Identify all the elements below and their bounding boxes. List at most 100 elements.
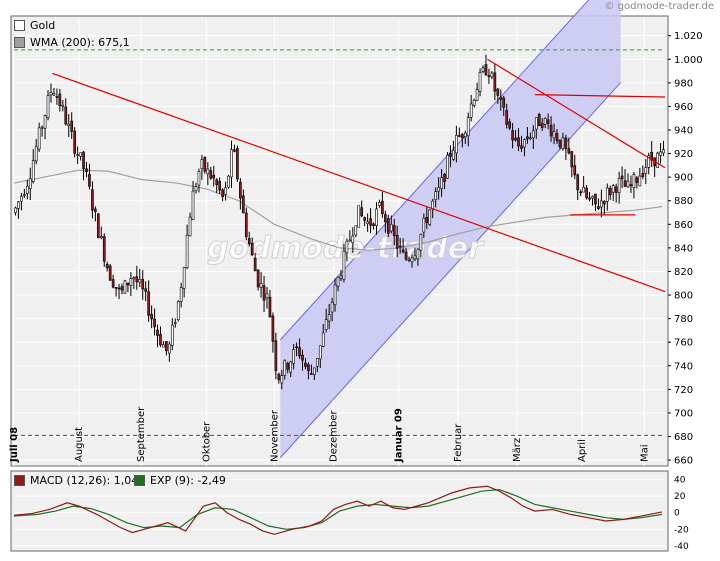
candle-body (239, 181, 242, 199)
candle-body (58, 93, 62, 107)
macd-tick-label: -20 (674, 525, 689, 535)
candle-body (191, 190, 195, 221)
candle-body (221, 189, 224, 197)
candle-body (43, 115, 47, 129)
candle-body (40, 126, 44, 129)
candle-body (176, 300, 180, 320)
month-label: Oktober (201, 421, 212, 462)
candle-body (552, 131, 556, 139)
candle-body (603, 201, 606, 205)
month-label: September (136, 406, 147, 462)
candle-body (363, 217, 366, 221)
candle-body (647, 155, 651, 168)
candle-body (55, 96, 59, 98)
month-label: November (269, 409, 280, 462)
candle-body (194, 186, 198, 192)
candle-body (404, 251, 408, 260)
candle-body (289, 361, 293, 373)
candle-body (17, 201, 20, 209)
candle-body (256, 269, 260, 288)
candle-body (14, 207, 17, 213)
candle-body (570, 151, 574, 168)
candle-body (605, 187, 609, 202)
candle-body (67, 123, 71, 126)
legend-exp: EXP (9): -2,49 (134, 474, 226, 487)
candle-body (493, 72, 497, 92)
candle-body (215, 179, 219, 185)
candle-body (28, 178, 32, 189)
candle-body (463, 132, 467, 137)
candle-body (96, 213, 100, 239)
trend-lines (14, 49, 666, 436)
candle-body (244, 212, 248, 237)
candle-body (85, 168, 88, 173)
candle-body (247, 238, 251, 245)
candle-body (384, 214, 387, 223)
candle-body (381, 200, 384, 214)
candle-body (173, 322, 177, 324)
candle-body (626, 180, 630, 188)
candle-body (156, 329, 159, 336)
candle-body (496, 88, 500, 96)
month-label: August (74, 427, 85, 462)
candle-body (117, 287, 121, 290)
month-label: Mai (639, 444, 650, 462)
candle-body (99, 236, 103, 238)
macd-tick-label: 0 (674, 509, 680, 519)
y-tick-label: 920 (674, 149, 693, 160)
candle-body (333, 284, 337, 305)
price-axis: 660 680 700 720 740 760 780 800 820 840 860 880 900 9… (668, 31, 703, 467)
candle-body (315, 358, 319, 367)
candle-body (531, 130, 535, 139)
candle-body (632, 174, 636, 188)
candle-body (354, 225, 358, 236)
downtrend-line (52, 72, 666, 293)
candle-body (262, 285, 266, 301)
candle-body (188, 216, 192, 237)
candle-body (259, 283, 263, 288)
y-tick-label: 1.000 (674, 55, 703, 66)
resistance-line (534, 94, 666, 98)
candle-body (313, 367, 316, 375)
candle-body (600, 200, 603, 208)
candle-body (573, 165, 577, 176)
candle-body (549, 124, 553, 137)
candle-body (529, 137, 532, 140)
candle-body (502, 97, 506, 108)
candle-body (64, 106, 68, 125)
candle-body (250, 242, 254, 256)
candle-body (591, 196, 594, 199)
y-tick-label: 720 (674, 385, 693, 396)
candle-body (20, 196, 23, 202)
candle-body (638, 175, 642, 187)
candle-body (153, 318, 156, 328)
candle-body (129, 278, 133, 286)
legend-gold: Gold (14, 19, 55, 32)
candle-body (147, 291, 150, 316)
candle-body (135, 276, 139, 283)
candle-body (342, 250, 346, 280)
candle-body (268, 296, 272, 318)
candle-body (520, 145, 523, 149)
legend-macd: MACD (12,26): 1,04 (14, 474, 138, 487)
candle-body (168, 343, 171, 354)
candle-body (443, 173, 446, 182)
candle-body (481, 67, 485, 72)
candle-body (197, 171, 201, 186)
candle-body (656, 152, 659, 168)
month-label: Dezember (329, 410, 340, 462)
candle-body (286, 363, 290, 370)
candle-body (76, 154, 79, 156)
candle-body (576, 174, 580, 191)
candle-body (490, 72, 494, 78)
y-tick-label: 980 (674, 78, 693, 89)
y-tick-label: 940 (674, 126, 693, 137)
candle-body (455, 135, 458, 154)
candle-body (452, 149, 455, 160)
legend-wma: WMA (200): 675,1 (14, 36, 130, 49)
y-tick-label: 740 (674, 361, 693, 372)
y-tick-label: 860 (674, 220, 693, 231)
candle-body (369, 218, 372, 226)
macd-chart: 40 20 0 -20 -40 (13, 476, 689, 552)
